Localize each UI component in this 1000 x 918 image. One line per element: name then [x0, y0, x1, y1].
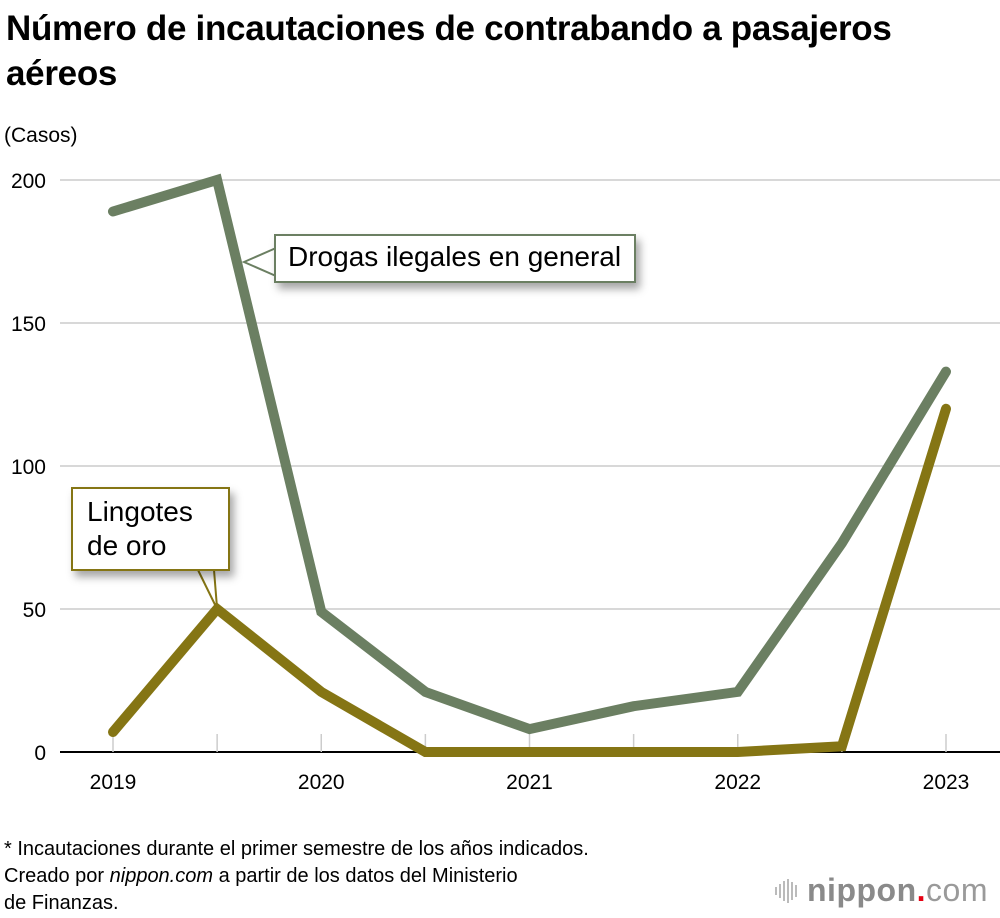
logo-wordmark: nippon.com	[807, 872, 988, 909]
chart-title: Número de incautaciones de contrabando a…	[6, 9, 892, 93]
source-prefix: Creado por	[4, 865, 110, 887]
logo-tld: com	[926, 872, 988, 908]
y-tick-label: 200	[11, 170, 46, 193]
annotation-drugs-text: Drogas ilegales en general	[288, 241, 622, 272]
x-tick-label: 2020	[298, 771, 345, 794]
source-suffix: a partir de los datos del Ministerio	[213, 865, 518, 887]
x-axis-ticks: 2019 2020 2021 2022 2023	[90, 734, 970, 794]
y-tick-label: 150	[11, 313, 46, 336]
x-tick-label: 2019	[90, 771, 137, 794]
y-axis-unit-label: (Casos)	[4, 124, 78, 147]
logo-dot: .	[916, 872, 927, 908]
annotation-drugs-pointer	[241, 246, 277, 278]
series-lines	[108, 173, 951, 757]
y-axis-ticks: 0 50 100 150 200	[11, 170, 46, 765]
y-tick-label: 0	[34, 742, 46, 765]
sound-wave-icon	[775, 878, 797, 903]
x-tick-label: 2023	[923, 771, 970, 794]
y-tick-label: 100	[11, 456, 46, 479]
x-tick-label: 2022	[714, 771, 761, 794]
annotation-gold-text-line1: Lingotes	[87, 496, 193, 527]
annotation-gold-label: Lingotes de oro	[71, 487, 230, 571]
annotation-drugs-label: Drogas ilegales en general	[274, 234, 637, 283]
nippon-logo: nippon.com	[775, 872, 988, 909]
footnote-source-line2: de Finanzas.	[4, 892, 119, 914]
footnote-note: * Incautaciones durante el primer semest…	[4, 838, 589, 860]
footnote: * Incautaciones durante el primer semest…	[4, 836, 589, 917]
y-tick-label: 50	[23, 599, 46, 622]
x-tick-label: 2021	[506, 771, 553, 794]
footnote-source: Creado por nippon.com a partir de los da…	[4, 863, 589, 890]
annotation-pointers	[196, 246, 277, 610]
annotation-gold-pointer	[196, 569, 219, 610]
logo-name: nippon	[807, 872, 917, 908]
source-site: nippon.com	[109, 865, 214, 887]
annotation-gold-text-line2: de oro	[87, 530, 167, 561]
